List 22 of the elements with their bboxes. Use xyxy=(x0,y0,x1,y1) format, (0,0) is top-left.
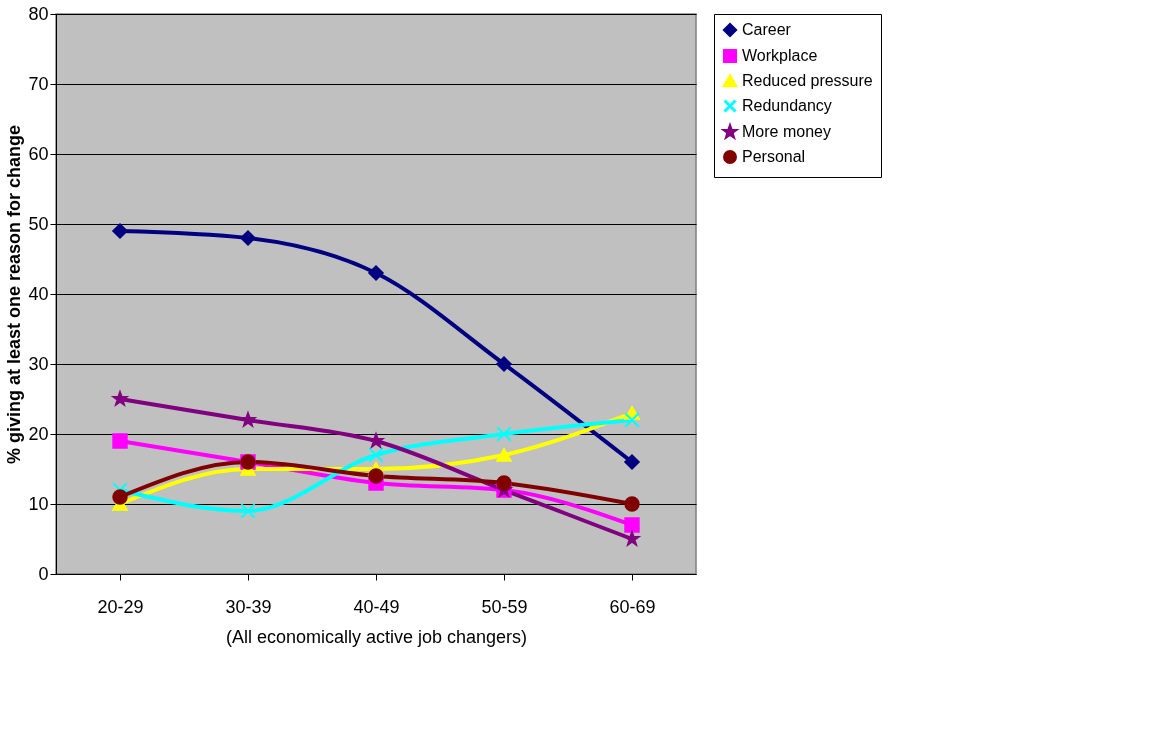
y-tick-label: 40 xyxy=(28,283,49,304)
y-tick-label: 60 xyxy=(28,143,49,164)
y-tick-label: 70 xyxy=(28,73,49,94)
legend-label: Personal xyxy=(742,148,806,165)
x-axis-title: (All economically active job changers) xyxy=(225,626,528,647)
x-tick-label: 20-29 xyxy=(97,596,144,617)
legend-label: Workplace xyxy=(742,47,818,64)
y-tick-label: 20 xyxy=(28,423,49,444)
x-tick-label: 40-49 xyxy=(353,596,400,617)
y-axis-title: % giving at least one reason for change xyxy=(4,124,25,465)
y-tick-label: 0 xyxy=(38,563,49,584)
legend-label: Redundancy xyxy=(742,97,832,114)
legend-label: Career xyxy=(742,21,792,38)
y-tick-label: 30 xyxy=(28,353,49,374)
x-tick-label: 30-39 xyxy=(225,596,272,617)
legend-label: Reduced pressure xyxy=(742,72,873,89)
y-tick-label: 50 xyxy=(28,213,49,234)
x-tick-label: 50-59 xyxy=(481,596,528,617)
y-tick-label: 80 xyxy=(28,3,49,24)
x-tick-label: 60-69 xyxy=(609,596,656,617)
y-tick-label: 10 xyxy=(28,493,49,514)
legend-label: More money xyxy=(742,123,831,140)
